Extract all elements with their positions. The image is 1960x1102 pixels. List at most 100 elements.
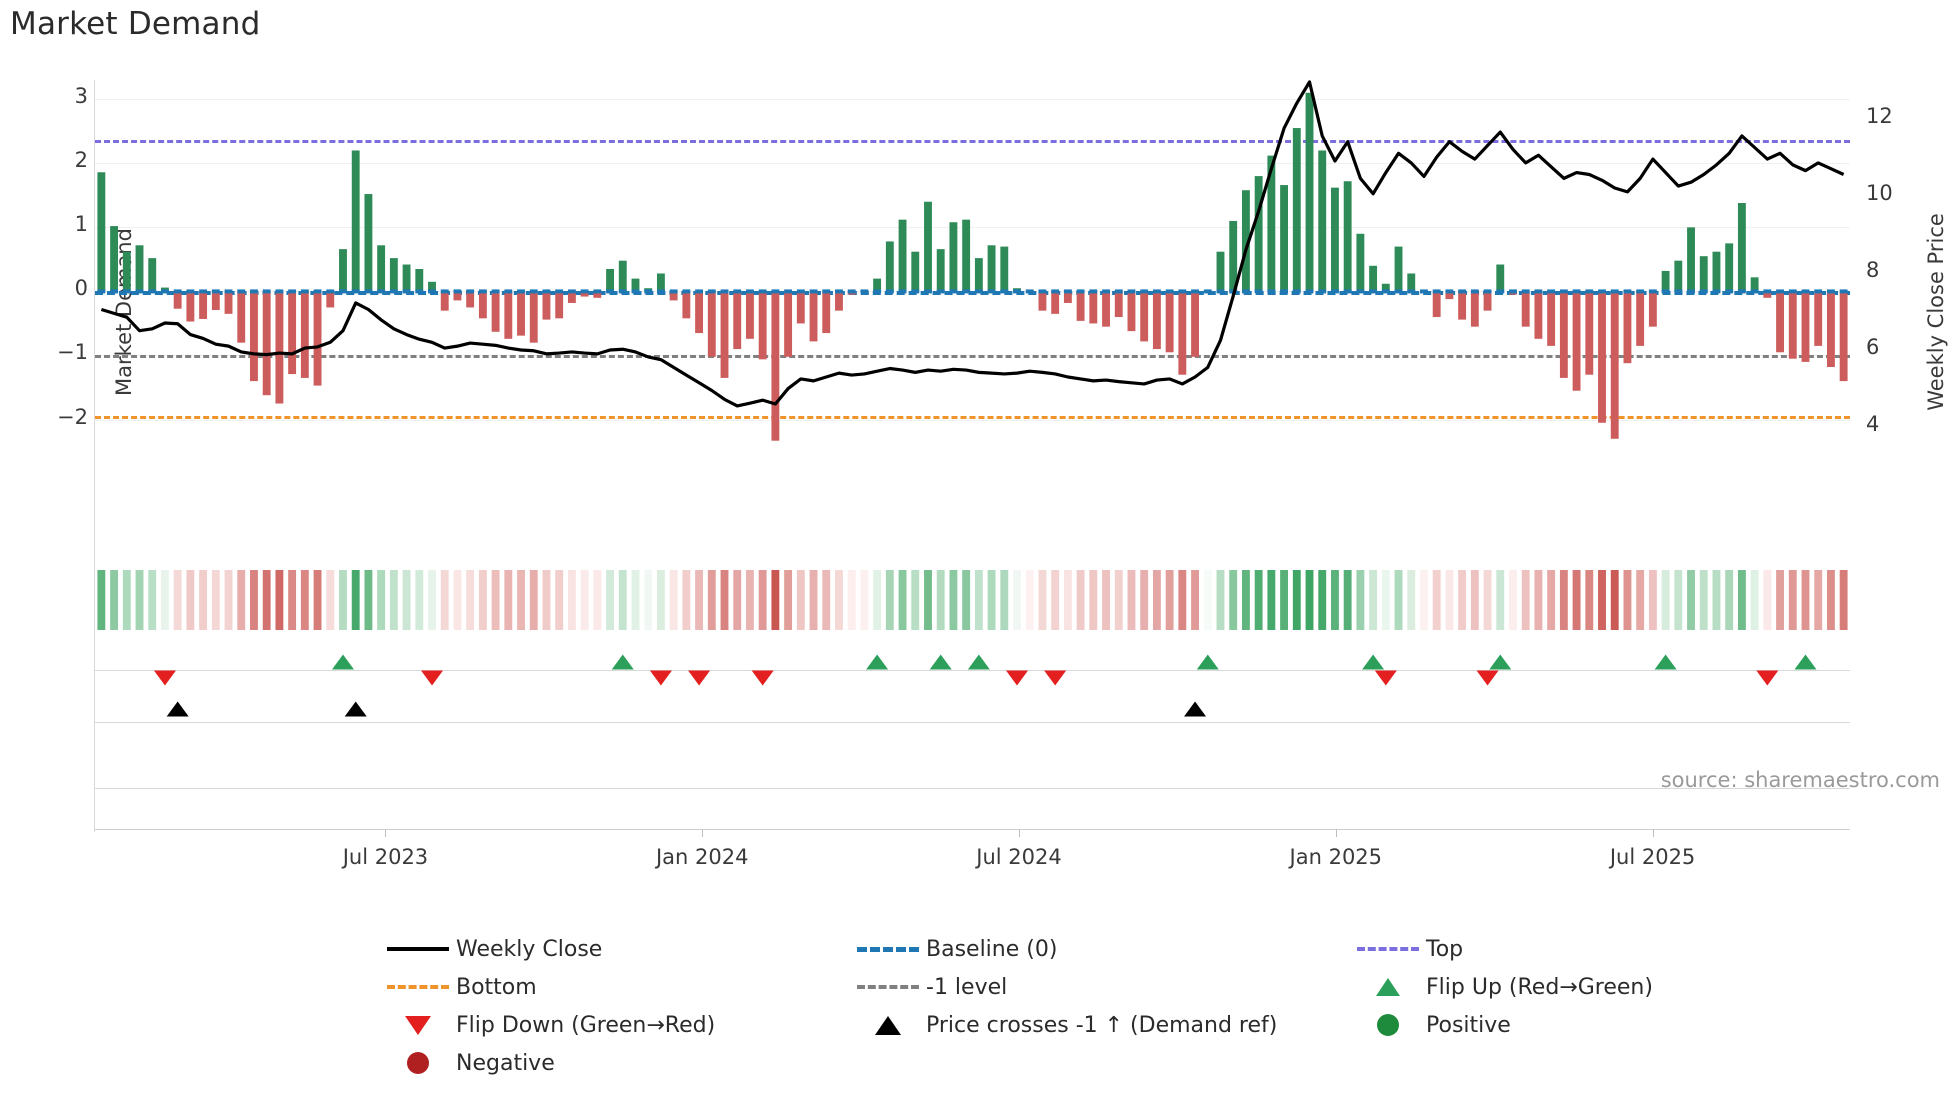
legend-item-negative[interactable]: Negative: [380, 1044, 850, 1082]
baseline-segment: [1331, 289, 1339, 294]
intensity-strip-bars: [97, 570, 1848, 630]
demand-bar: [1610, 291, 1619, 439]
legend-label: Weekly Close: [456, 936, 603, 962]
intensity-cell: [1178, 570, 1187, 630]
baseline-segment: [1445, 289, 1454, 294]
intensity-cell: [733, 570, 742, 630]
y-axis-right-tick-label: 6: [1866, 335, 1880, 359]
flip-down-marker: [153, 670, 176, 686]
intensity-strip: [95, 570, 1850, 630]
baseline-segment: [1000, 289, 1009, 294]
demand-bar: [1038, 291, 1047, 311]
baseline-segment: [707, 289, 716, 294]
baseline-segment: [1534, 289, 1543, 294]
legend-row: Bottom -1 level Flip Up (Red→Green): [380, 968, 1800, 1006]
intensity-cell: [377, 570, 386, 630]
legend-item-baseline[interactable]: Baseline (0): [850, 930, 1350, 968]
intensity-cell: [555, 570, 564, 630]
x-axis-tick-mark: [385, 829, 387, 837]
intensity-cell: [1063, 570, 1072, 630]
baseline-segment: [542, 289, 551, 294]
demand-bar: [1623, 291, 1632, 364]
legend-item-flip-down[interactable]: Flip Down (Green→Red): [380, 1006, 850, 1044]
flip-up-marker: [1362, 654, 1385, 670]
demand-bar: [987, 245, 996, 292]
baseline-segment: [1801, 289, 1810, 294]
baseline-segment: [860, 289, 869, 294]
demand-bar: [1140, 291, 1149, 342]
y-axis-left-tick-label: 3: [74, 84, 88, 109]
intensity-cell: [428, 570, 436, 630]
triangle-down-icon: [380, 1015, 456, 1035]
demand-bar: [1750, 277, 1759, 292]
baseline-segment: [250, 289, 258, 294]
legend-item-positive[interactable]: Positive: [1350, 1006, 1800, 1044]
demand-bar: [529, 291, 538, 343]
intensity-cell: [1496, 570, 1505, 630]
y-axis-left-tick-label: −2: [57, 404, 88, 429]
reference-line-bottom: [95, 416, 1850, 419]
y-axis-right-tick-label: 12: [1866, 103, 1893, 128]
demand-bar: [186, 291, 195, 322]
demand-bar: [377, 245, 386, 292]
intensity-cell: [1445, 570, 1454, 630]
baseline-segment: [555, 289, 564, 294]
demand-bar: [1305, 92, 1314, 292]
legend-item-flip-up[interactable]: Flip Up (Red→Green): [1350, 968, 1800, 1006]
demand-bar: [1788, 291, 1797, 359]
x-axis-tick-mark: [1652, 829, 1654, 837]
demand-bar: [364, 194, 373, 292]
intensity-cell: [593, 570, 602, 630]
intensity-cell: [1305, 570, 1314, 630]
legend-item-weekly-close[interactable]: Weekly Close: [380, 930, 850, 968]
x-axis-tick-label: Jan 2024: [655, 845, 749, 869]
legend-item-minus-one-level[interactable]: -1 level: [850, 968, 1350, 1006]
baseline-segment: [1687, 289, 1695, 294]
y-axis-left-tick-label: −1: [57, 340, 88, 365]
intensity-cell: [313, 570, 322, 630]
baseline-segment: [1432, 289, 1441, 294]
demand-bar: [173, 291, 182, 309]
circle-icon: [380, 1052, 456, 1074]
intensity-cell: [746, 570, 754, 630]
baseline-segment: [402, 289, 411, 294]
demand-bar: [1165, 291, 1174, 353]
baseline-segment: [1407, 289, 1416, 294]
baseline-segment: [1038, 289, 1047, 294]
legend-item-price-cross[interactable]: Price crosses -1 ↑ (Demand ref): [850, 1006, 1350, 1044]
demand-bar: [415, 269, 424, 292]
legend-item-top[interactable]: Top: [1350, 930, 1800, 968]
intensity-cell: [339, 570, 347, 630]
baseline-segment: [1254, 289, 1263, 294]
intensity-cell: [949, 570, 958, 630]
baseline-segment: [1470, 289, 1479, 294]
y-axis-right-tick-label: 8: [1866, 257, 1880, 282]
baseline-segment: [644, 289, 653, 294]
intensity-cell: [300, 570, 309, 630]
demand-bar: [1445, 291, 1454, 300]
intensity-cell: [262, 570, 271, 630]
baseline-segment: [1216, 289, 1225, 294]
y-axis-right-label: Weekly Close Price: [1924, 213, 1948, 411]
baseline-segment: [428, 289, 436, 294]
intensity-cell: [822, 570, 831, 630]
baseline-segment: [593, 289, 602, 294]
baseline-segment: [1585, 289, 1594, 294]
demand-bar: [1267, 155, 1276, 292]
demand-bar: [237, 291, 246, 343]
intensity-cell: [860, 570, 869, 630]
baseline-segment: [580, 289, 589, 294]
intensity-cell: [924, 570, 932, 630]
baseline-segment: [186, 289, 195, 294]
flip-down-marker: [1006, 670, 1029, 686]
flip-up-marker: [1489, 654, 1512, 670]
baseline-segment: [1267, 289, 1276, 294]
legend-item-bottom[interactable]: Bottom: [380, 968, 850, 1006]
y-axis-left-tick-label: 2: [74, 148, 88, 173]
flip-down-marker: [751, 670, 774, 686]
baseline-segment: [1776, 289, 1784, 294]
baseline-segment: [1458, 289, 1467, 294]
demand-bar: [669, 291, 678, 301]
demand-bar: [1051, 291, 1060, 314]
baseline-segment: [1191, 289, 1199, 294]
